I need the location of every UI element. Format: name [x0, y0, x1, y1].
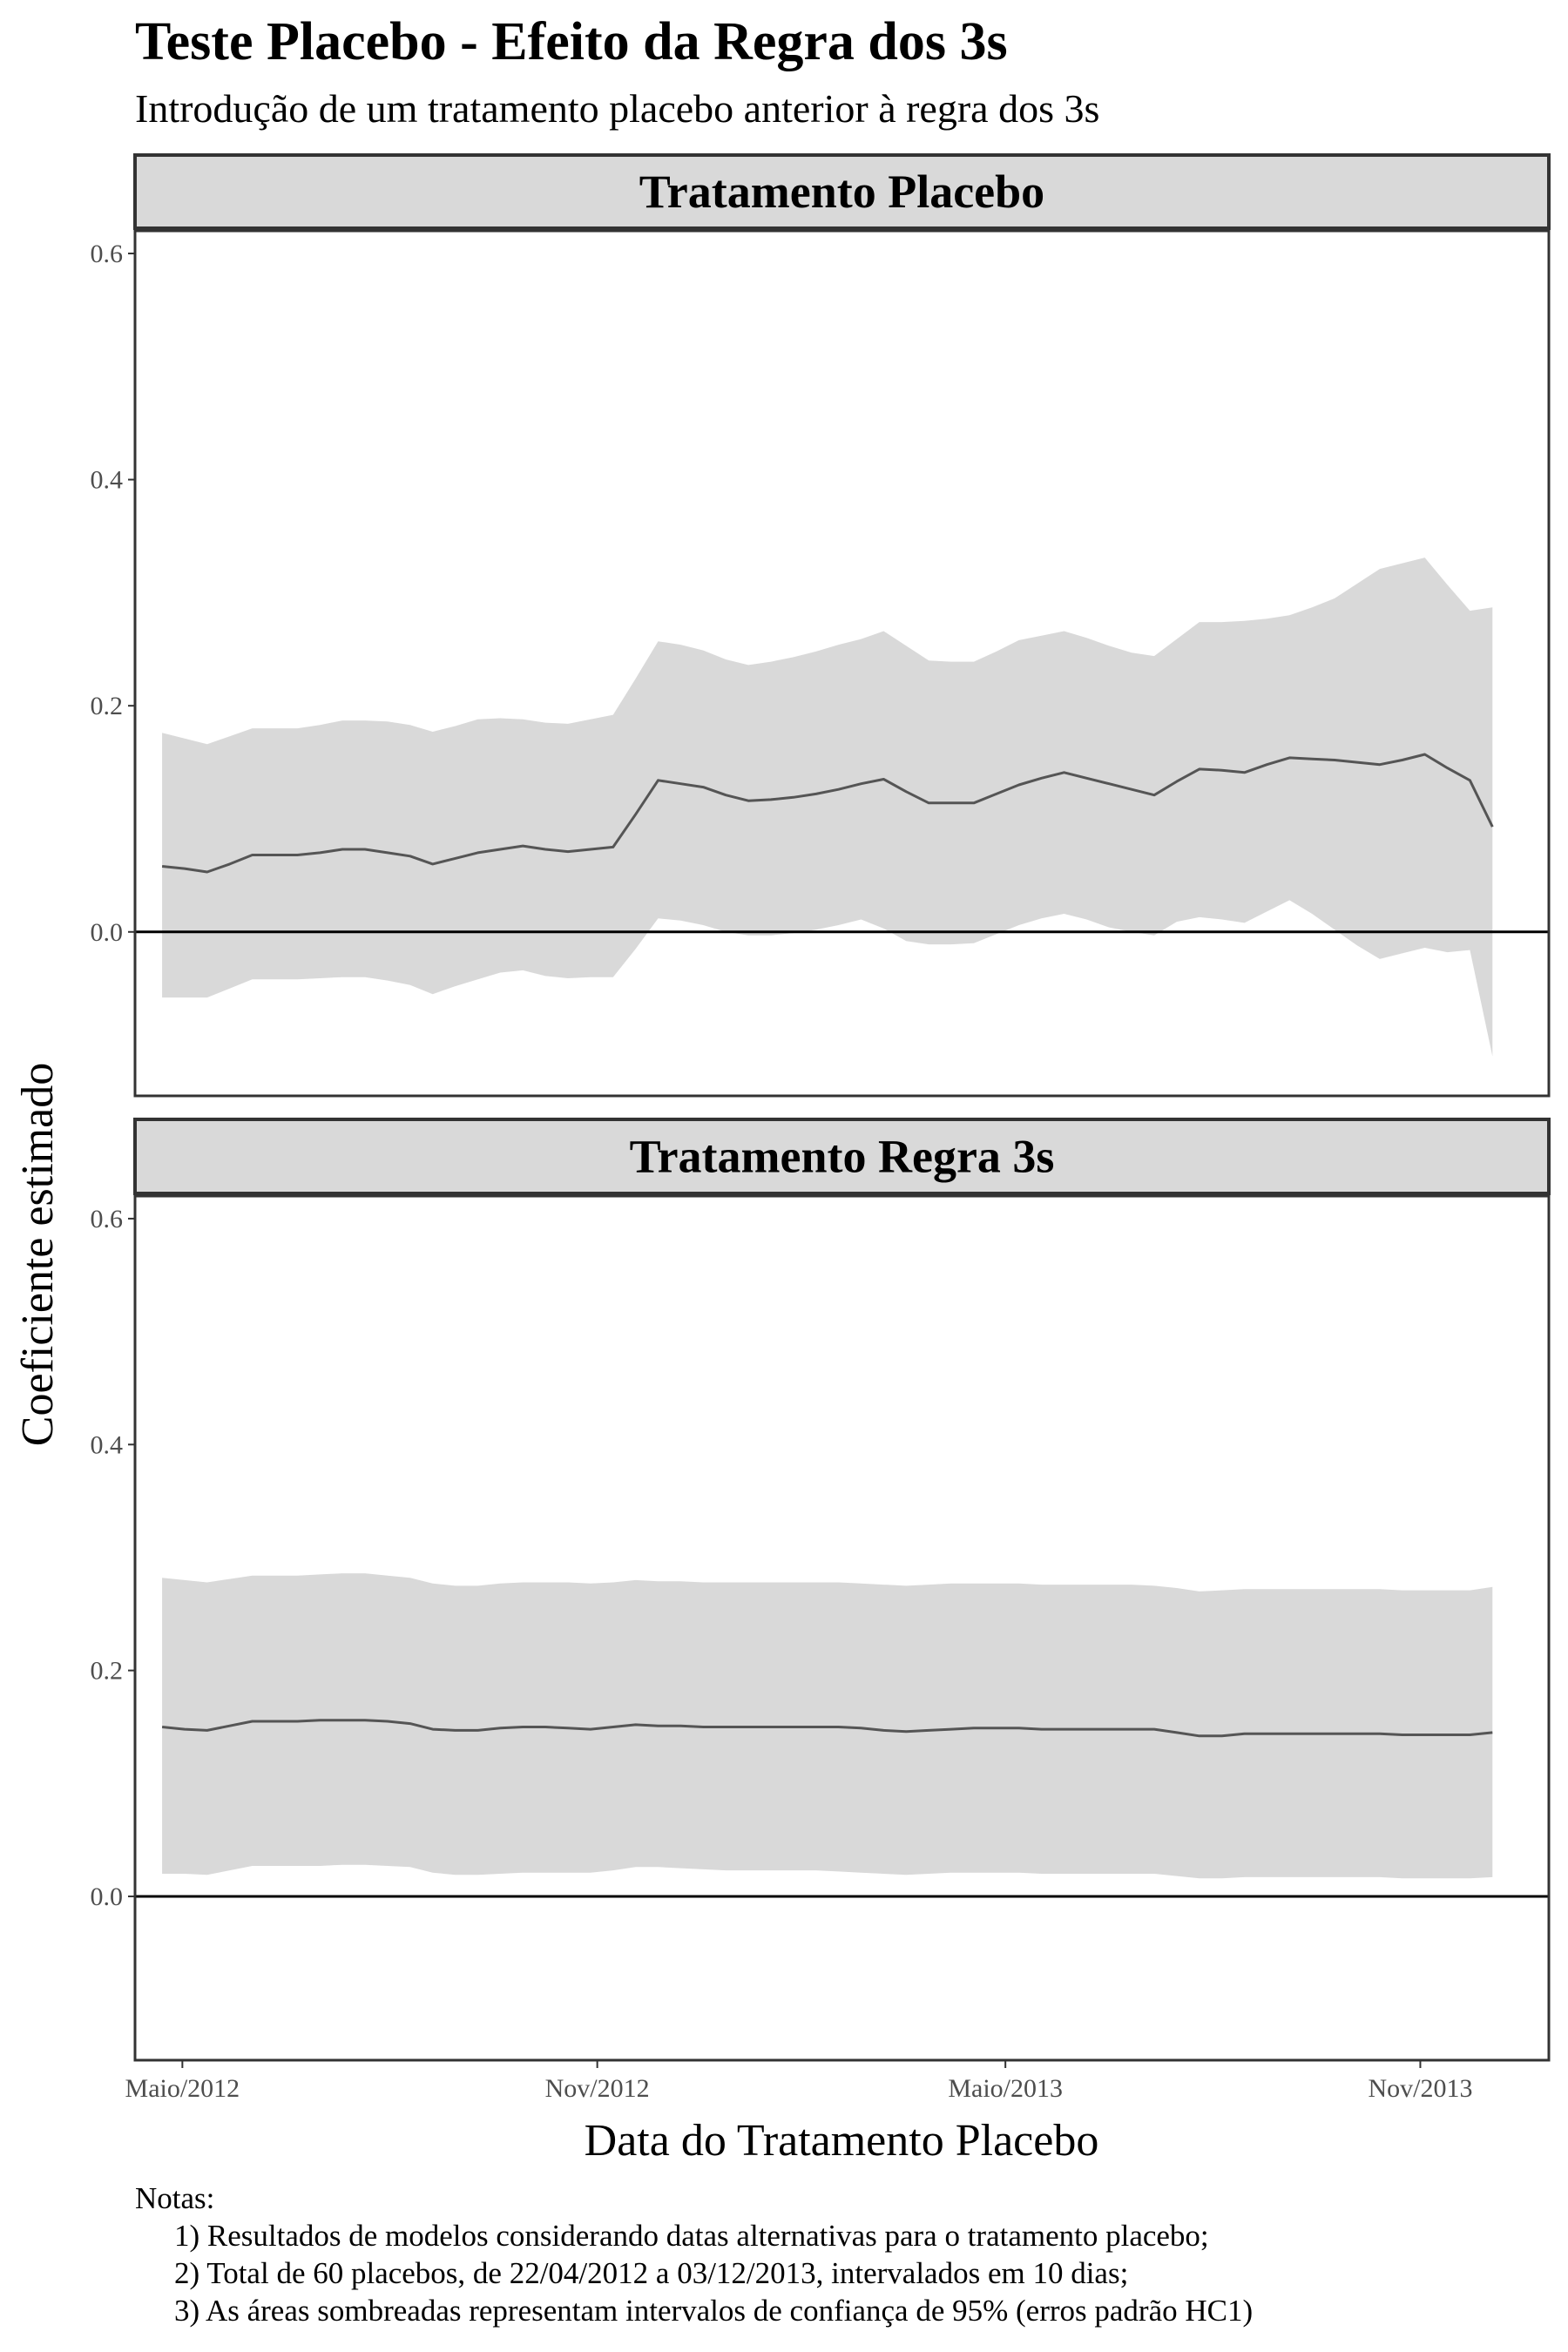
facet-panel: Tratamento Regra 3s 0.0 0.2 0.4 0.6: [91, 1118, 1551, 2062]
facet-strip-label: Tratamento Regra 3s: [630, 1131, 1055, 1183]
facet-panels: Tratamento Placebo0.00.20.40.6Tratamento…: [91, 153, 1551, 2062]
notes-heading: Notas:: [135, 2181, 214, 2215]
facet-panel: Tratamento Placebo 0.0 0.2 0.4 0.6: [91, 153, 1551, 1098]
confidence-ribbon: [162, 558, 1493, 1057]
y-tick-label: 0.2: [91, 1657, 124, 1686]
x-axis-title: Data do Tratamento Placebo: [585, 2116, 1099, 2166]
x-tick-label: Maio/2012: [125, 2074, 240, 2103]
note-item-3: 3) As áreas sombreadas representam inter…: [174, 2294, 1253, 2328]
y-tick-label: 0.0: [91, 918, 124, 947]
x-axis: Maio/2012 Nov/2012 Maio/2013 Nov/2013: [125, 2060, 1472, 2103]
y-tick-label: 0.4: [91, 1430, 124, 1459]
y-tick-label: 0.6: [91, 240, 124, 268]
notes-block: Notas: 1) Resultados de modelos consider…: [135, 2181, 1253, 2328]
y-tick-label: 0.2: [91, 692, 124, 720]
x-tick-label: Nov/2012: [545, 2074, 650, 2103]
y-tick-label: 0.0: [91, 1882, 124, 1911]
chart-subtitle: Introdução de um tratamento placebo ante…: [135, 86, 1099, 131]
estimate-line: [161, 753, 1494, 874]
x-tick-label: Maio/2013: [948, 2074, 1063, 2103]
facet-strip: [133, 1118, 1551, 1195]
facet-strip-label: Tratamento Placebo: [639, 166, 1044, 218]
x-tick-label: Nov/2013: [1368, 2074, 1472, 2103]
facet-strip: [133, 153, 1551, 230]
y-tick-label: 0.4: [91, 466, 124, 495]
note-item-1: 1) Resultados de modelos considerando da…: [174, 2219, 1209, 2253]
chart-title: Teste Placebo - Efeito da Regra dos 3s: [135, 12, 1008, 71]
y-axis-title: Coeficiente estimado: [13, 1063, 63, 1446]
y-tick-label: 0.6: [91, 1205, 124, 1233]
panel-frame: [133, 229, 1551, 1098]
panel-frame: [133, 1194, 1551, 2062]
note-item-2: 2) Total de 60 placebos, de 22/04/2012 a…: [174, 2256, 1128, 2290]
estimate-line: [161, 1719, 1493, 1738]
